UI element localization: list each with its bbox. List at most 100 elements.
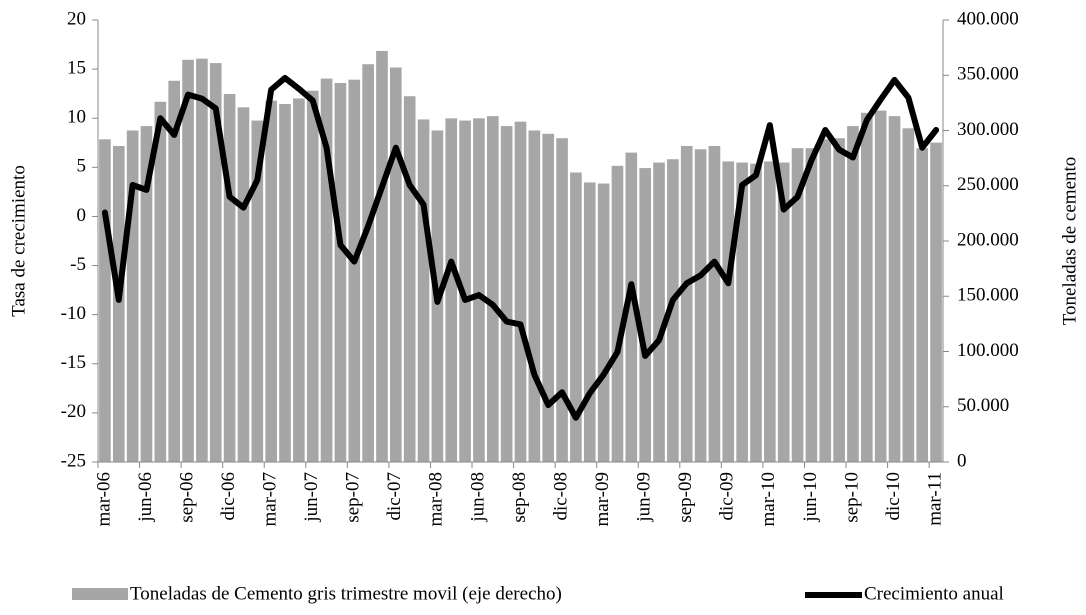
y2-tick-label: 150.000 [957,285,1019,306]
x-tick-label: mar-06 [93,472,114,527]
y-tick-label: -25 [61,450,86,471]
bar [265,100,277,462]
bar [251,120,264,463]
bar [182,59,194,462]
line [101,74,940,421]
bar [417,119,430,462]
bar [847,126,859,462]
y2-tick-label: 300.000 [957,119,1019,140]
y-tick-label: 20 [67,8,86,29]
x-tick-label: dic-06 [218,472,239,521]
x-tick-label: mar-09 [592,472,613,527]
bar [403,96,416,463]
bar [445,118,458,462]
x-tick-label: dic-07 [384,472,405,521]
bar [916,148,929,462]
y-tick-label: 0 [77,205,87,226]
bar [819,139,832,462]
bar [348,79,361,463]
bar [514,121,527,462]
bar [902,128,915,463]
x-tick-label: dic-10 [883,472,904,521]
bar [764,161,776,462]
bar [597,183,610,463]
bar [126,130,139,462]
bar [833,138,845,463]
bar [694,149,707,462]
bar [860,112,873,462]
bar [777,162,790,463]
y-tick-label: -5 [70,254,86,275]
bar [486,116,499,462]
x-tick-label: dic-09 [717,472,738,521]
y-tick-label: -20 [61,401,86,422]
x-tick-label: sep-09 [675,472,696,523]
bar [237,107,250,463]
bar [653,162,665,463]
bar [611,165,624,463]
x-tick-label: mar-10 [758,472,779,527]
bar [874,110,887,463]
bar [639,168,651,462]
y-axis-title: Tasa de crecimiento [8,165,29,317]
bar [750,163,762,462]
bar [306,90,319,462]
y2-tick-label: 350.000 [957,64,1019,85]
bar [583,182,596,462]
bar [625,152,638,462]
x-tick-label: sep-06 [176,472,197,523]
y2-tick-label: 250.000 [957,174,1019,195]
y-tick-label: -10 [61,303,86,324]
bar [362,64,374,462]
bar [99,139,111,462]
y2-tick-label: 100.000 [957,340,1019,361]
bar [736,162,748,463]
x-tick-label: jun-07 [301,472,322,523]
x-tick-label: jun-09 [634,472,655,523]
bar [376,50,388,462]
bar [930,142,942,462]
bar [570,172,582,463]
bar [722,161,735,462]
bar [154,101,167,463]
bar [168,80,181,463]
bar [680,145,693,462]
x-tick-label: dic-08 [550,472,571,521]
x-tick-label: jun-10 [800,472,821,523]
y2-axis-title: Toneladas de cemento [1059,157,1080,326]
y2-tick-label: 400.000 [957,8,1019,29]
bar [196,58,208,463]
bar [556,138,568,463]
bar [667,159,679,463]
bar [805,148,818,462]
x-tick-label: mar-07 [260,472,281,527]
bar [542,133,555,462]
y-tick-label: 15 [67,57,86,78]
bar [500,126,513,462]
x-tick-label: sep-08 [509,472,530,523]
bar [279,103,291,462]
y2-tick-label: 200.000 [957,229,1019,250]
bar [390,67,402,462]
x-tick-label: mar-11 [924,472,945,526]
bar [209,63,222,462]
bar [888,116,901,462]
bar [223,94,236,462]
y-tick-label: -15 [61,352,86,373]
legend-label: Crecimiento anual [864,583,1004,604]
bar [473,118,485,462]
legend-label: Toneladas de Cemento gris trimestre movi… [130,583,562,604]
bar [140,126,153,462]
x-tick-label: sep-07 [343,472,364,523]
bar [293,98,305,462]
bar [334,82,347,463]
bar [528,130,541,462]
bar [112,145,125,462]
bar [320,78,333,462]
legend-swatch [72,588,128,600]
bar [791,148,804,462]
x-tick-label: jun-06 [135,472,156,523]
bar [708,145,721,462]
x-tick-label: jun-08 [467,472,488,523]
